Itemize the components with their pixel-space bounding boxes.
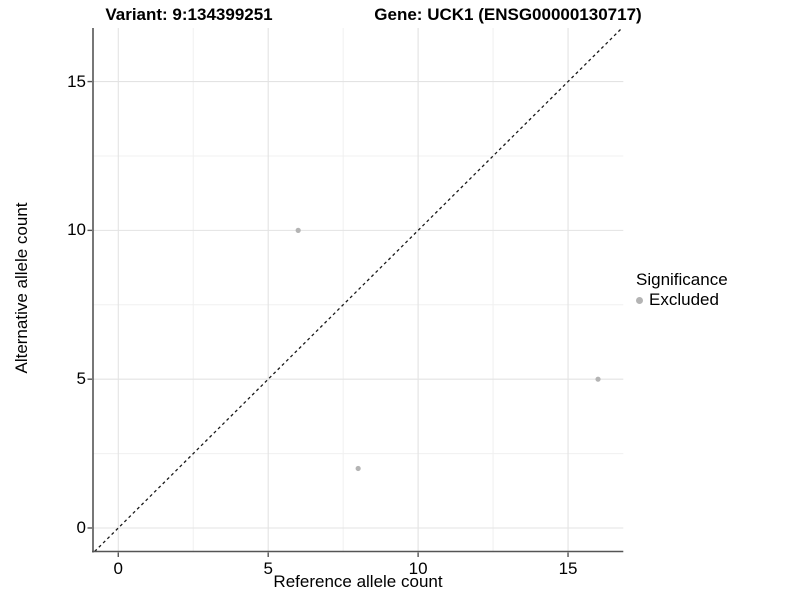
data-point (295, 227, 301, 233)
x-tick-label: 15 (558, 558, 578, 578)
data-point (595, 376, 601, 382)
variant-title: Variant: 9:134399251 (105, 5, 273, 24)
x-axis-title: Reference allele count (273, 572, 443, 591)
legend-title: Significance (636, 270, 728, 289)
gene-title: Gene: UCK1 (ENSG00000130717) (374, 5, 642, 24)
x-tick-label: 5 (263, 558, 273, 578)
y-tick-label: 15 (67, 71, 86, 91)
legend-item-label: Excluded (649, 290, 719, 309)
y-tick-label: 5 (76, 369, 86, 389)
data-point (355, 465, 361, 472)
x-tick-label: 10 (408, 558, 428, 578)
y-axis-title: Alternative allele count (12, 202, 31, 374)
legend-item-excluded[interactable]: Excluded (636, 291, 728, 309)
y-tick-label: 10 (67, 220, 86, 240)
identity-line (94, 27, 623, 552)
legend: Significance Excluded (636, 270, 728, 309)
x-tick-label: 0 (113, 558, 123, 578)
y-tick-label: 0 (76, 517, 86, 537)
excluded-point-icon (636, 296, 643, 304)
